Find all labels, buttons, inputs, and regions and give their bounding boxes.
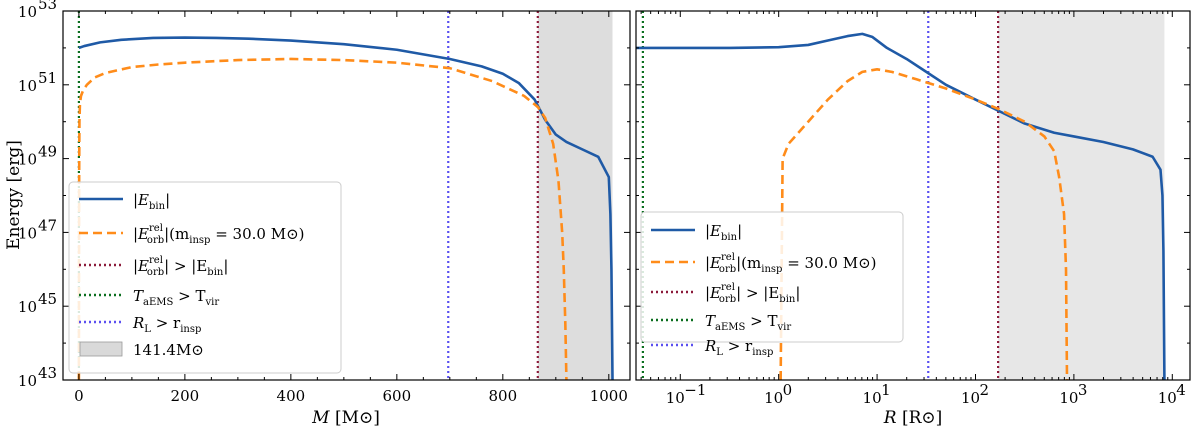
legend-left-ebin: |Ebin| <box>133 191 170 212</box>
x-tick-label: 10 <box>666 389 685 407</box>
right-x-axis-label: R [R⊙] <box>883 408 943 428</box>
x-tick-label: 10 <box>764 389 783 407</box>
legend-left-temp: TaEMS > Tvir <box>133 287 219 308</box>
y-tick-exponent: 49 <box>38 143 57 161</box>
x-tick-label: 0 <box>74 387 84 405</box>
x-tick-label: 1000 <box>590 387 628 405</box>
x-tick-exponent: 4 <box>1176 381 1186 399</box>
x-tick-exponent: 0 <box>783 381 793 399</box>
legend-left-roche: RL > rinsp <box>132 314 201 335</box>
legend-left-eorb: |Erel orb|(minsp = 30.0 M⊙) <box>133 223 305 246</box>
y-tick-exponent: 51 <box>38 69 57 87</box>
y-tick-label: 10 <box>18 3 37 21</box>
legend-right-ebin: |Ebin| <box>705 222 742 243</box>
x-tick-exponent: 2 <box>979 381 989 399</box>
y-tick-label: 10 <box>18 151 37 169</box>
x-tick-exponent: −1 <box>684 381 706 399</box>
legend-swatch-shade <box>79 341 123 357</box>
x-tick-label: 800 <box>489 387 518 405</box>
x-tick-label: 10 <box>1059 389 1078 407</box>
y-tick-label: 10 <box>18 224 37 242</box>
y-tick-label: 10 <box>18 298 37 316</box>
left-legend: |Ebin| |Erel orb|(minsp = 30.0 M⊙) |Erel o… <box>68 181 342 374</box>
y-tick-label: 10 <box>18 372 37 390</box>
y-axis-label: Energy [erg] <box>4 140 24 250</box>
y-tick-exponent: 53 <box>38 0 57 13</box>
x-tick-label: 600 <box>383 387 412 405</box>
y-tick-exponent: 47 <box>38 216 57 234</box>
y-tick-label: 10 <box>18 77 37 95</box>
right-shaded-region <box>998 11 1165 380</box>
legend-right-eorb: |Erel orb|(minsp = 30.0 M⊙) <box>705 252 877 275</box>
series-line-0 <box>636 32 1166 380</box>
left-x-axis-label: M [M⊙] <box>311 408 380 428</box>
series-line-1 <box>77 57 568 380</box>
x-tick-label: 10 <box>1158 389 1177 407</box>
series-line-1 <box>779 68 1069 380</box>
legend-right-roche: RL > rinsp <box>704 337 773 358</box>
x-tick-label: 10 <box>863 389 882 407</box>
right-panel: 10 −1 10 0 10 1 10 2 10 3 10 4 R [R⊙] |Ebin| |Erel o… <box>635 10 1191 428</box>
x-tick-label: 10 <box>961 389 980 407</box>
series-line-0 <box>78 36 614 380</box>
legend-left-cross: |Erel orb| > |Ebin| <box>133 255 228 278</box>
legend-right-cross: |Erel orb| > |Ebin| <box>705 282 800 305</box>
y-tick-exponent: 45 <box>38 290 57 308</box>
y-tick-exponent: 43 <box>38 364 57 382</box>
x-tick-label: 400 <box>277 387 306 405</box>
x-tick-exponent: 1 <box>881 381 891 399</box>
legend-left-shade: 141.4M⊙ <box>133 341 204 359</box>
x-tick-exponent: 3 <box>1078 381 1088 399</box>
right-legend: |Ebin| |Erel orb|(minsp = 30.0 M⊙) |Erel o… <box>640 211 904 358</box>
left-shaded-region <box>537 11 613 380</box>
x-tick-label: 200 <box>171 387 200 405</box>
legend-right-temp: TaEMS > Tvir <box>705 312 791 333</box>
